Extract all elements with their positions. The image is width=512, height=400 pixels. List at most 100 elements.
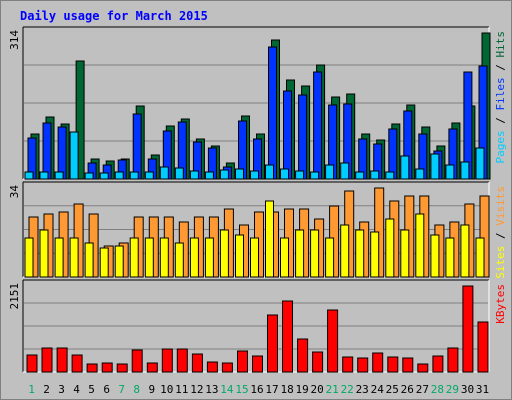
bar-files-day-8 bbox=[132, 113, 142, 180]
x-tick-label: 31 bbox=[476, 383, 489, 396]
legend-pages: Pages bbox=[494, 130, 507, 163]
x-tick-label: 17 bbox=[265, 383, 278, 396]
bar-pages-day-5 bbox=[84, 172, 94, 180]
bar-pages-day-23 bbox=[355, 171, 365, 180]
x-tick-label: 1 bbox=[28, 383, 35, 396]
x-tick-label: 15 bbox=[235, 383, 248, 396]
x-tick-label: 28 bbox=[431, 383, 444, 396]
bar-pages-day-2 bbox=[39, 171, 49, 180]
bar-kbytes-day-21 bbox=[327, 309, 339, 373]
bar-pages-day-18 bbox=[280, 168, 289, 180]
bar-sites-day-11 bbox=[174, 242, 184, 278]
bar-sites-day-13 bbox=[204, 237, 214, 278]
bar-kbytes-day-31 bbox=[477, 321, 489, 373]
panel-visits-sites: 34 Sites / Visits bbox=[8, 181, 507, 279]
bar-files-day-20 bbox=[313, 71, 323, 180]
x-tick-label: 5 bbox=[88, 383, 95, 396]
bar-kbytes-day-4 bbox=[71, 354, 83, 373]
bar-files-day-19 bbox=[298, 94, 308, 180]
bar-kbytes-day-23 bbox=[357, 357, 369, 373]
bar-pages-day-7 bbox=[114, 171, 124, 180]
bar-kbytes-day-5 bbox=[86, 363, 98, 373]
bar-sites-day-25 bbox=[385, 218, 395, 278]
bar-sites-day-24 bbox=[370, 231, 380, 278]
bar-sites-day-18 bbox=[280, 237, 289, 278]
bar-sites-day-3 bbox=[54, 237, 64, 278]
bar-pages-day-29 bbox=[445, 164, 455, 180]
bar-sites-day-10 bbox=[159, 237, 169, 278]
x-tick-label: 18 bbox=[280, 383, 293, 396]
panel-max-label: 2151 bbox=[8, 283, 21, 310]
bar-sites-day-6 bbox=[99, 247, 109, 278]
x-tick-label: 10 bbox=[160, 383, 173, 396]
bar-pages-day-26 bbox=[400, 155, 410, 180]
x-tick-label: 30 bbox=[461, 383, 474, 396]
bar-kbytes-day-27 bbox=[417, 363, 429, 373]
x-tick-label: 3 bbox=[58, 383, 65, 396]
bar-kbytes-day-29 bbox=[447, 347, 459, 373]
bar-kbytes-day-19 bbox=[297, 338, 309, 373]
bar-sites-day-21 bbox=[325, 237, 335, 278]
x-axis-labels: 1 2 3 4 5 6 7 8 9 10 11 12 13 14 15 16 17 18 19 20 21 22 23 24 2… bbox=[28, 383, 489, 396]
bar-pages-day-4 bbox=[69, 131, 79, 180]
bar-kbytes-day-10 bbox=[161, 348, 173, 373]
bar-pages-day-14 bbox=[219, 169, 229, 180]
chart-title: Daily usage for March 2015 bbox=[20, 9, 208, 23]
bar-pages-day-9 bbox=[144, 171, 154, 180]
bar-pages-day-12 bbox=[189, 170, 199, 180]
legend-separator: / bbox=[494, 111, 507, 131]
panel-hits-files-pages: 314 Pages / Files / Hits bbox=[8, 26, 507, 180]
legend-kbytes: KBytes bbox=[494, 284, 507, 324]
bar-sites-day-1 bbox=[24, 237, 34, 278]
bar-pages-day-25 bbox=[385, 171, 395, 180]
bar-sites-day-31 bbox=[475, 237, 485, 278]
bar-kbytes-day-18 bbox=[282, 300, 293, 373]
bar-kbytes-day-30 bbox=[462, 285, 474, 373]
x-tick-label: 8 bbox=[133, 383, 140, 396]
bar-sites-day-16 bbox=[250, 237, 259, 278]
x-tick-label: 29 bbox=[446, 383, 459, 396]
bar-pages-day-21 bbox=[325, 164, 335, 180]
panel-legend: Sites / Visits bbox=[494, 186, 507, 279]
x-tick-label: 23 bbox=[356, 383, 369, 396]
bar-sites-day-26 bbox=[400, 229, 410, 278]
legend-separator: / bbox=[494, 58, 507, 78]
bar-kbytes-day-17 bbox=[267, 314, 278, 373]
bar-kbytes-day-13 bbox=[206, 361, 218, 373]
bar-pages-day-16 bbox=[250, 170, 259, 180]
bar-sites-day-17 bbox=[265, 200, 274, 278]
x-tick-label: 12 bbox=[190, 383, 203, 396]
bar-pages-day-17 bbox=[265, 164, 274, 180]
bar-pages-day-1 bbox=[24, 171, 34, 180]
bar-pages-day-30 bbox=[460, 161, 470, 180]
panel-legend: Pages / Files / Hits bbox=[494, 31, 507, 164]
x-tick-label: 2 bbox=[43, 383, 50, 396]
x-tick-label: 4 bbox=[73, 383, 80, 396]
bar-sites-day-8 bbox=[129, 237, 139, 278]
bar-sites-day-28 bbox=[430, 234, 440, 278]
bar-pages-day-22 bbox=[340, 162, 350, 180]
x-tick-label: 20 bbox=[310, 383, 323, 396]
bar-pages-day-10 bbox=[159, 166, 169, 180]
panel-kbytes: 2151 KBytes bbox=[8, 279, 507, 373]
bar-hits-day-4 bbox=[75, 60, 85, 180]
bar-kbytes-day-20 bbox=[312, 351, 324, 373]
bar-sites-day-20 bbox=[310, 229, 320, 278]
bar-kbytes-day-25 bbox=[387, 356, 399, 373]
bar-kbytes-day-12 bbox=[191, 353, 203, 373]
x-tick-label: 25 bbox=[386, 383, 399, 396]
bar-kbytes-day-16 bbox=[252, 355, 263, 373]
x-tick-label: 24 bbox=[371, 383, 385, 396]
bar-pages-day-6 bbox=[99, 172, 109, 180]
x-tick-label: 27 bbox=[416, 383, 429, 396]
bar-pages-day-27 bbox=[415, 168, 425, 180]
bar-sites-day-5 bbox=[84, 242, 94, 278]
x-tick-label: 14 bbox=[220, 383, 234, 396]
bar-files-day-18 bbox=[283, 90, 292, 180]
x-tick-label: 13 bbox=[205, 383, 218, 396]
x-tick-label: 21 bbox=[326, 383, 339, 396]
bar-pages-day-24 bbox=[370, 170, 380, 180]
bar-kbytes-day-26 bbox=[402, 357, 414, 373]
bar-sites-day-27 bbox=[415, 213, 425, 278]
bar-files-day-17 bbox=[268, 46, 277, 180]
